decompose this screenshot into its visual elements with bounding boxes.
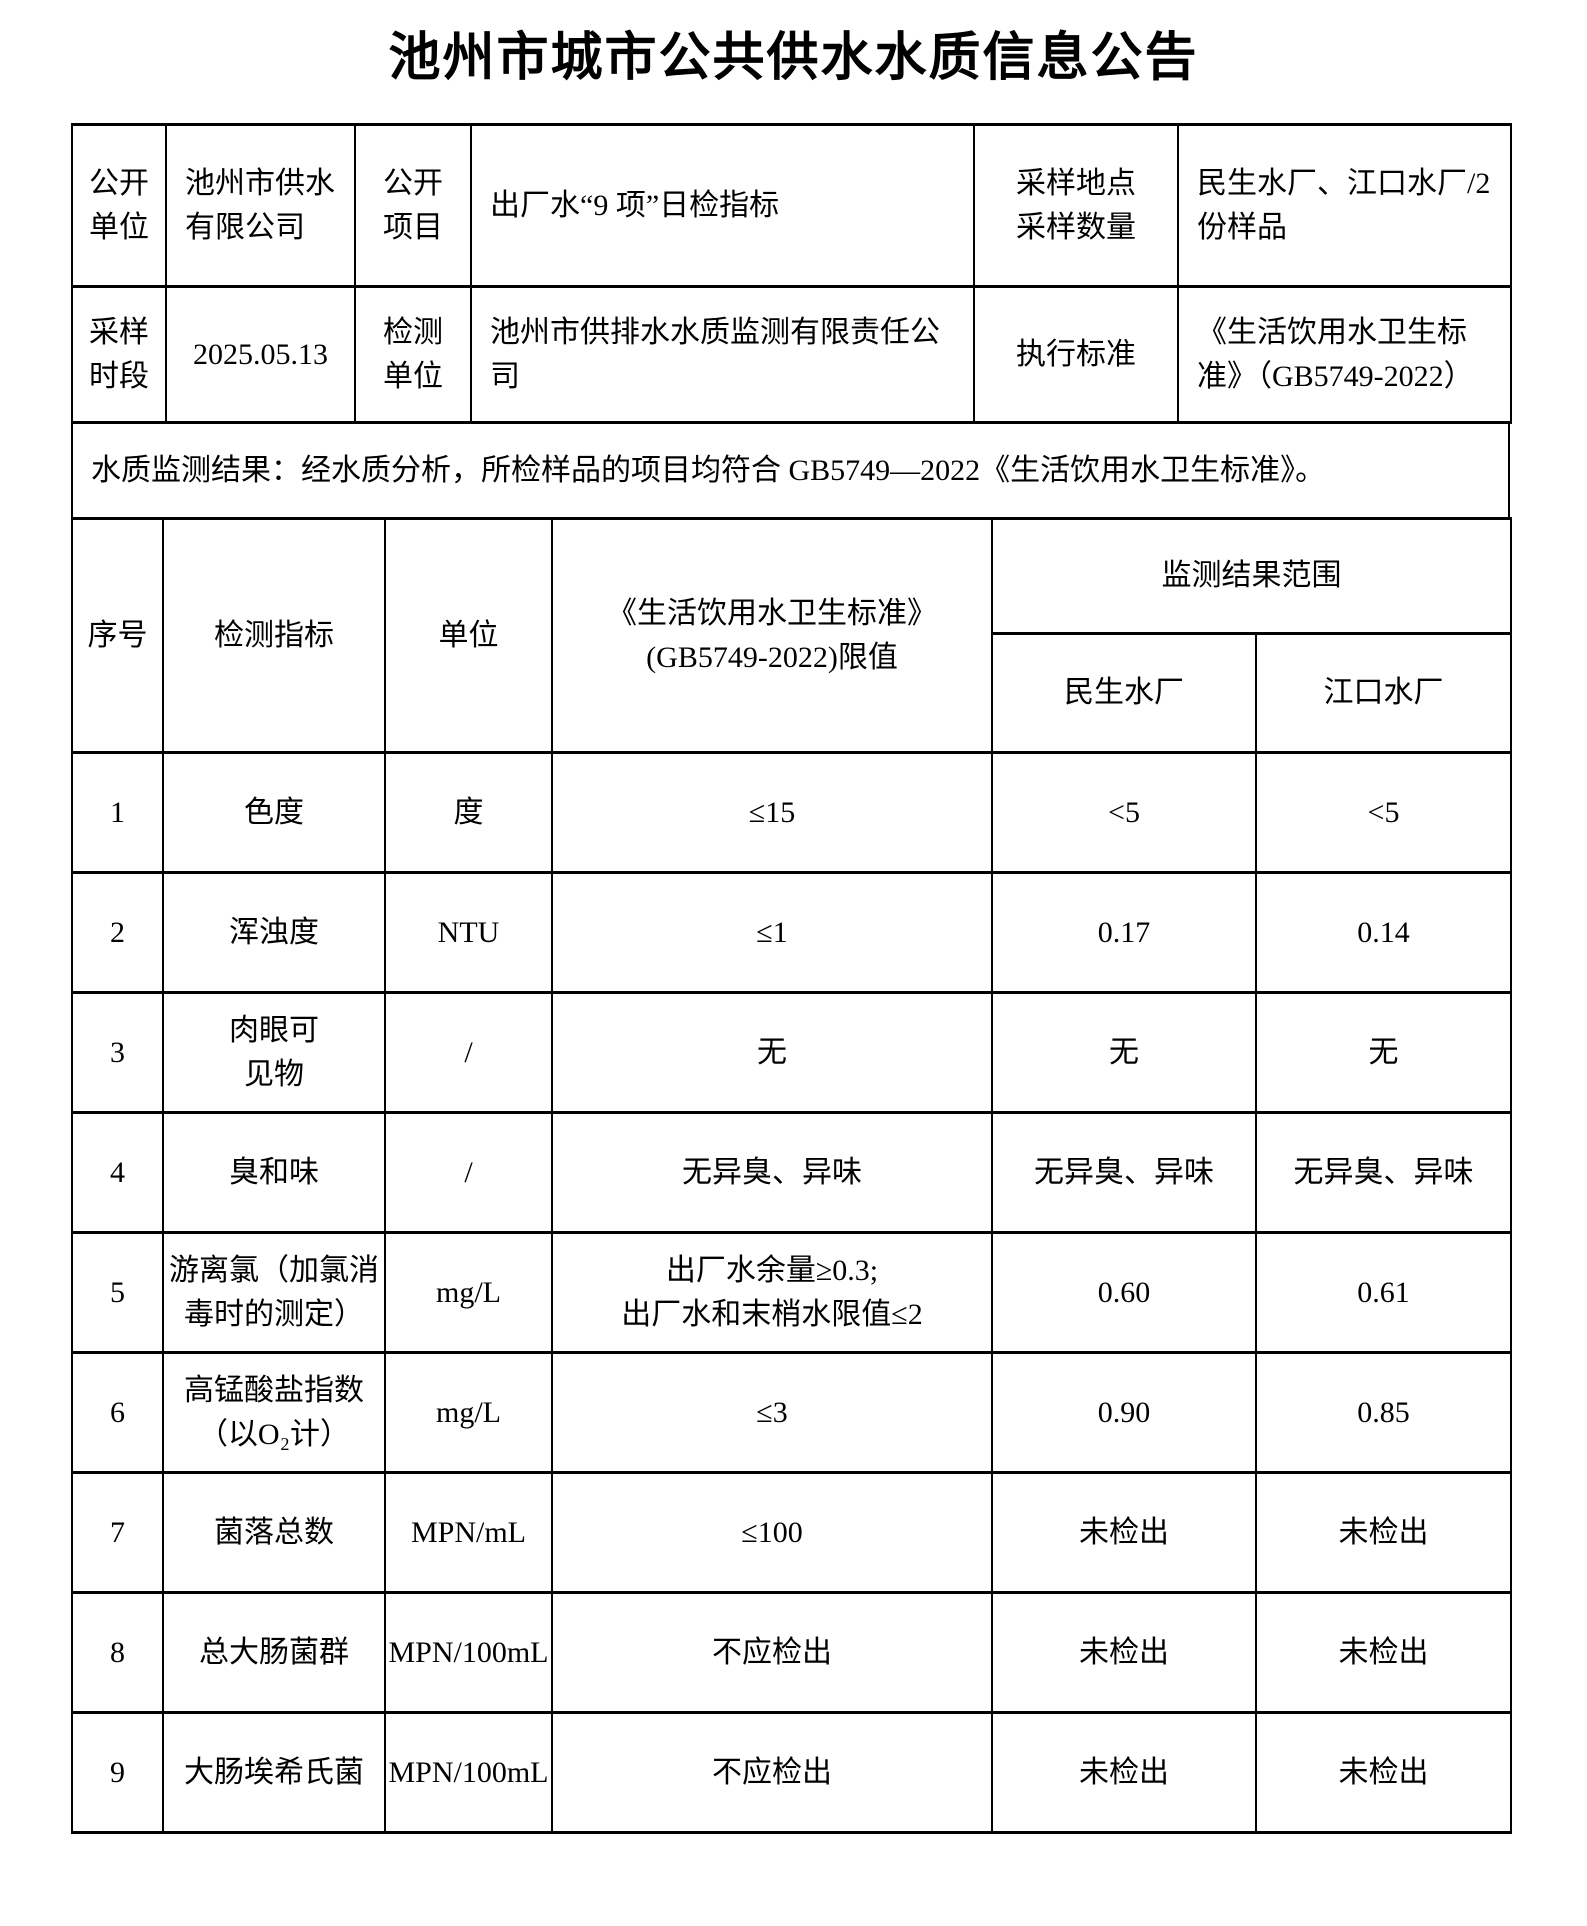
cell-jiangkou-result: <5 [1255, 751, 1512, 874]
cell-unit: MPN/100mL [384, 1711, 553, 1834]
table-row: 7 菌落总数 MPN/mL ≤100 未检出 未检出 [71, 1471, 1512, 1594]
cell-unit: MPN/100mL [384, 1591, 553, 1714]
sampling-location-quantity-value: 民生水厂、江口水厂/2 份样品 [1177, 123, 1512, 288]
cell-limit: 无 [551, 991, 993, 1114]
header-unit: 单位 [384, 517, 553, 754]
cell-jiangkou-result: 0.14 [1255, 871, 1512, 994]
testing-unit-label: 检测 单位 [354, 285, 472, 424]
cell-indicator: 色度 [162, 751, 386, 874]
table-row: 8 总大肠菌群 MPN/100mL 不应检出 未检出 未检出 [71, 1591, 1512, 1714]
cell-index: 8 [71, 1591, 164, 1714]
cell-indicator: 浑浊度 [162, 871, 386, 994]
info-row-2: 采样 时段 2025.05.13 检测 单位 池州市供排水水质监测有限责任公司 … [71, 285, 1512, 424]
testing-unit-value: 池州市供排水水质监测有限责任公司 [470, 285, 975, 424]
cell-unit: / [384, 991, 553, 1114]
cell-index: 5 [71, 1231, 164, 1354]
cell-jiangkou-result: 未检出 [1255, 1471, 1512, 1594]
cell-jiangkou-result: 0.61 [1255, 1231, 1512, 1354]
header-plant-mingsheng: 民生水厂 [991, 632, 1257, 754]
public-item-label: 公开 项目 [354, 123, 472, 288]
cell-mingsheng-result: 0.60 [991, 1231, 1257, 1354]
cell-unit: NTU [384, 871, 553, 994]
cell-jiangkou-result: 0.85 [1255, 1351, 1512, 1474]
cell-jiangkou-result: 未检出 [1255, 1711, 1512, 1834]
cell-jiangkou-result: 无 [1255, 991, 1512, 1114]
cell-unit: MPN/mL [384, 1471, 553, 1594]
result-statement-row: 水质监测结果：经水质分析，所检样品的项目均符合 GB5749—2022《生活饮用… [71, 421, 1510, 520]
header-row-top: 序号 检测指标 单位 《生活饮用水卫生标准》 (GB5749-2022)限值 监… [71, 517, 1512, 754]
cell-indicator: 菌落总数 [162, 1471, 386, 1594]
cell-limit: 出厂水余量≥0.3; 出厂水和末梢水限值≤2 [551, 1231, 993, 1354]
cell-unit: 度 [384, 751, 553, 874]
sampling-location-quantity-label: 采样地点 采样数量 [973, 123, 1179, 288]
cell-indicator: 游离氯（加氯消 毒时的测定） [162, 1231, 386, 1354]
table-row: 6 高锰酸盐指数 （以O₂计） mg/L ≤3 0.90 0.85 [71, 1351, 1512, 1474]
sampling-period-label: 采样 时段 [71, 285, 167, 424]
cell-indicator: 高锰酸盐指数 （以O₂计） [162, 1351, 386, 1474]
info-table: 公开 单位 池州市供水 有限公司 公开 项目 出厂水“9 项”日检指标 采样地点… [71, 123, 1512, 424]
cell-index: 4 [71, 1111, 164, 1234]
results-table: 序号 检测指标 单位 《生活饮用水卫生标准》 (GB5749-2022)限值 监… [71, 517, 1512, 1834]
cell-mingsheng-result: 无 [991, 991, 1257, 1114]
header-index: 序号 [71, 517, 164, 754]
header-plant-jiangkou: 江口水厂 [1255, 632, 1512, 754]
cell-mingsheng-result: 0.17 [991, 871, 1257, 994]
header-result-range: 监测结果范围 [991, 517, 1512, 635]
cell-mingsheng-result: <5 [991, 751, 1257, 874]
cell-indicator: 臭和味 [162, 1111, 386, 1234]
cell-mingsheng-result: 0.90 [991, 1351, 1257, 1474]
result-statement: 水质监测结果：经水质分析，所检样品的项目均符合 GB5749—2022《生活饮用… [71, 421, 1510, 520]
standard-value: 《生活饮用水卫生标 准》（GB5749-2022） [1177, 285, 1512, 424]
cell-index: 3 [71, 991, 164, 1114]
cell-mingsheng-result: 未检出 [991, 1711, 1257, 1834]
cell-jiangkou-result: 未检出 [1255, 1591, 1512, 1714]
cell-unit: mg/L [384, 1231, 553, 1354]
cell-limit: 无异臭、异味 [551, 1111, 993, 1234]
result-statement-table: 水质监测结果：经水质分析，所检样品的项目均符合 GB5749—2022《生活饮用… [71, 421, 1510, 520]
header-limit: 《生活饮用水卫生标准》 (GB5749-2022)限值 [551, 517, 993, 754]
cell-index: 9 [71, 1711, 164, 1834]
table-row: 3 肉眼可 见物 / 无 无 无 [71, 991, 1512, 1114]
cell-index: 2 [71, 871, 164, 994]
cell-indicator: 总大肠菌群 [162, 1591, 386, 1714]
table-row: 9 大肠埃希氏菌 MPN/100mL 不应检出 未检出 未检出 [71, 1711, 1512, 1834]
public-unit-value: 池州市供水 有限公司 [165, 123, 356, 288]
cell-limit: ≤1 [551, 871, 993, 994]
cell-indicator: 肉眼可 见物 [162, 991, 386, 1114]
cell-index: 6 [71, 1351, 164, 1474]
cell-jiangkou-result: 无异臭、异味 [1255, 1111, 1512, 1234]
page-title: 池州市城市公共供水水质信息公告 [388, 30, 1199, 87]
table-row: 1 色度 度 ≤15 <5 <5 [71, 751, 1512, 874]
standard-label: 执行标准 [973, 285, 1179, 424]
cell-mingsheng-result: 未检出 [991, 1471, 1257, 1594]
cell-mingsheng-result: 无异臭、异味 [991, 1111, 1257, 1234]
cell-unit: mg/L [384, 1351, 553, 1474]
cell-mingsheng-result: 未检出 [991, 1591, 1257, 1714]
public-item-value: 出厂水“9 项”日检指标 [470, 123, 975, 288]
table-row: 4 臭和味 / 无异臭、异味 无异臭、异味 无异臭、异味 [71, 1111, 1512, 1234]
cell-limit: ≤3 [551, 1351, 993, 1474]
sampling-period-value: 2025.05.13 [165, 285, 356, 424]
cell-limit: ≤100 [551, 1471, 993, 1594]
info-row-1: 公开 单位 池州市供水 有限公司 公开 项目 出厂水“9 项”日检指标 采样地点… [71, 123, 1512, 288]
cell-index: 7 [71, 1471, 164, 1594]
cell-limit: ≤15 [551, 751, 993, 874]
cell-unit: / [384, 1111, 553, 1234]
public-unit-label: 公开 单位 [71, 123, 167, 288]
table-row: 2 浑浊度 NTU ≤1 0.17 0.14 [71, 871, 1512, 994]
cell-limit: 不应检出 [551, 1711, 993, 1834]
header-row-plants: 民生水厂 江口水厂 [72, 632, 1512, 754]
header-indicator: 检测指标 [162, 517, 386, 754]
cell-index: 1 [71, 751, 164, 874]
table-row: 5 游离氯（加氯消 毒时的测定） mg/L 出厂水余量≥0.3; 出厂水和末梢水… [71, 1231, 1512, 1354]
cell-indicator: 大肠埃希氏菌 [162, 1711, 386, 1834]
cell-limit: 不应检出 [551, 1591, 993, 1714]
